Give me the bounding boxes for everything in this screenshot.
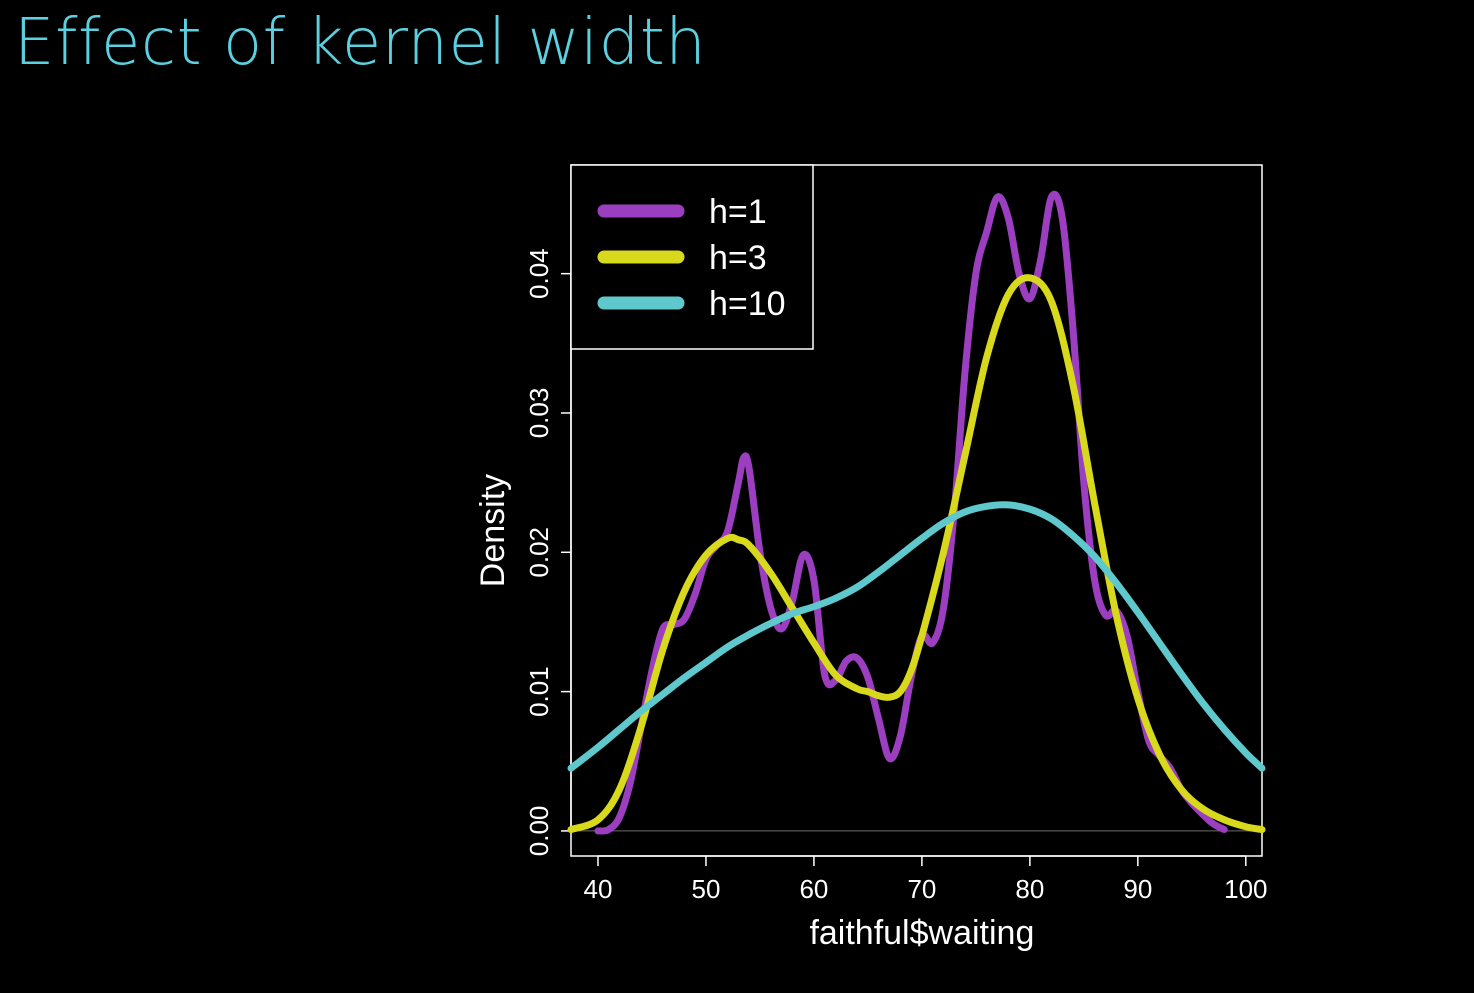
y-tick-label: 0.02: [524, 527, 554, 578]
slide-title: Effect of kernel width: [14, 6, 707, 80]
y-tick-label: 0.00: [524, 806, 554, 857]
legend: h=1 h=3 h=10: [570, 164, 814, 350]
legend-label: h=3: [709, 239, 767, 277]
x-tick-label: 60: [799, 874, 828, 904]
x-axis-title: faithful$waiting: [809, 914, 1034, 952]
x-tick-label: 100: [1224, 874, 1267, 904]
y-tick-label: 0.01: [524, 666, 554, 717]
y-axis-title: Density: [474, 474, 512, 587]
series-line-2: [567, 274, 1266, 834]
legend-label: h=10: [709, 285, 786, 323]
x-tick-label: 50: [692, 874, 721, 904]
axes: 40 50 60 70 80 90 100 0.00 0.01 0.02 0.03 0.04: [524, 248, 1268, 904]
y-tick-label: 0.04: [524, 248, 554, 299]
x-tick-label: 70: [907, 874, 936, 904]
x-tick-label: 90: [1123, 874, 1152, 904]
series-lines: [567, 190, 1266, 835]
x-tick-label: 40: [584, 874, 613, 904]
y-tick-label: 0.03: [524, 388, 554, 439]
legend-label: h=1: [709, 193, 767, 231]
x-tick-label: 80: [1015, 874, 1044, 904]
series-line-3: [567, 501, 1266, 772]
